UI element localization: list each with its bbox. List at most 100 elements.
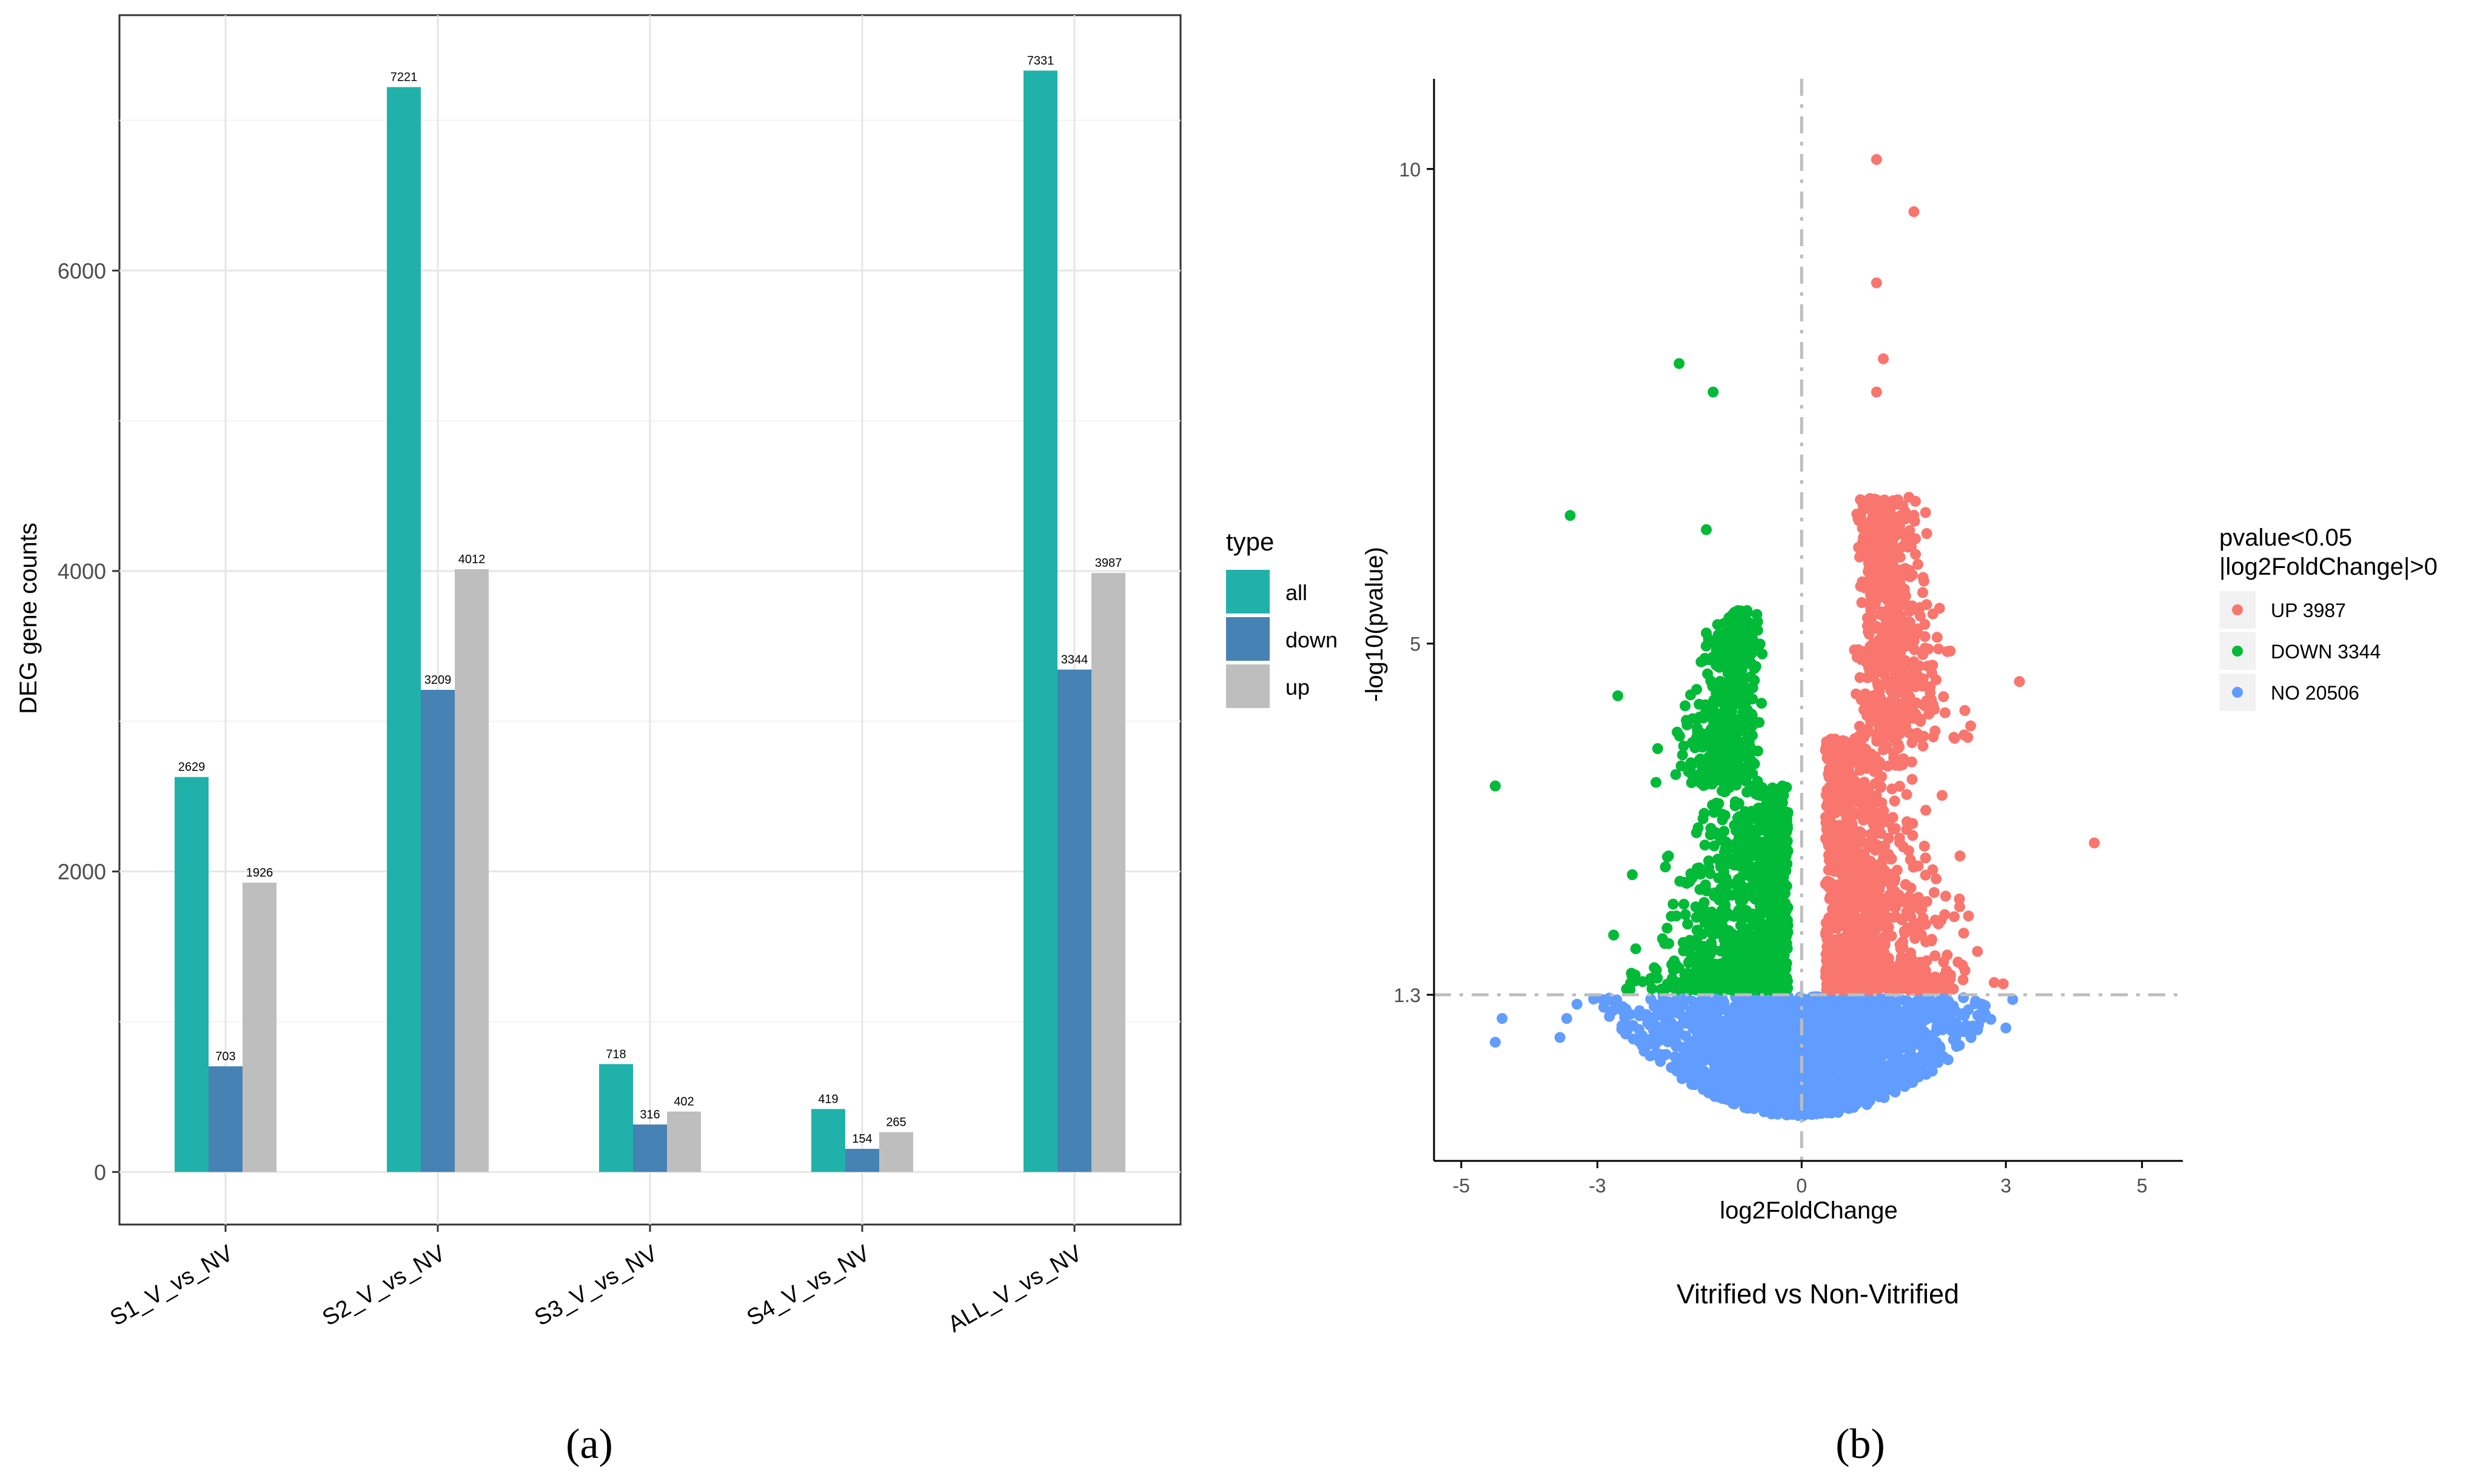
point-up	[1863, 629, 1875, 640]
point-up	[1863, 651, 1875, 663]
point-no	[1708, 1008, 1720, 1019]
point-no	[1748, 1003, 1760, 1015]
point-up	[1848, 781, 1860, 793]
point-up	[1931, 632, 1943, 643]
point-no	[1571, 998, 1583, 1010]
point-up	[1918, 575, 1929, 587]
point-up	[1888, 912, 1899, 923]
bar-value-label: 7331	[1027, 54, 1054, 67]
point-no	[1763, 1032, 1774, 1043]
point-up	[1889, 795, 1900, 807]
point-no	[1963, 1024, 1975, 1035]
point-up	[1905, 854, 1916, 866]
point-no	[1726, 1069, 1738, 1080]
point-down	[1678, 945, 1689, 957]
bar-value-label: 718	[606, 1048, 626, 1061]
point-no	[1819, 1049, 1831, 1060]
point-up	[1997, 978, 2009, 989]
point-no	[1601, 995, 1612, 1006]
point-up	[1883, 607, 1894, 618]
point-up	[1936, 790, 1948, 801]
point-no	[1906, 1021, 1918, 1032]
point-down	[1630, 943, 1641, 955]
bar-value-label: 3987	[1095, 556, 1122, 570]
point-no	[1721, 1032, 1732, 1043]
point-no	[1772, 997, 1784, 1008]
point-no	[1623, 1023, 1634, 1035]
point-up	[1963, 911, 1974, 921]
point-no	[1907, 1077, 1918, 1088]
point-no	[1892, 1057, 1903, 1069]
point-no	[2000, 1022, 2012, 1034]
point-no	[1634, 1010, 1645, 1021]
point-up	[1962, 732, 1974, 743]
point-no	[1864, 1007, 1875, 1018]
point-up	[1886, 556, 1897, 567]
point-up	[1883, 832, 1894, 844]
point-up	[1959, 964, 1971, 976]
point-no	[1823, 1023, 1834, 1034]
bar-value-label: 316	[640, 1108, 660, 1121]
bar-x-tick-label: S2_V_vs_NV	[318, 1240, 450, 1331]
point-up	[1863, 726, 1874, 737]
point-no	[1770, 1086, 1781, 1098]
point-no	[1818, 1088, 1830, 1100]
point-up	[1859, 912, 1871, 923]
bar-chart-panel: 2629722171841973317033209316154334419264…	[15, 14, 1338, 1468]
point-up	[1888, 748, 1900, 759]
point-no	[1654, 1021, 1666, 1033]
point-up	[1928, 887, 1940, 898]
point-no	[1877, 1014, 1888, 1025]
point-up	[1868, 923, 1880, 935]
point-up	[1954, 894, 1965, 904]
point-up	[1942, 646, 1953, 657]
point-up	[1909, 707, 1920, 719]
point-no	[1789, 1009, 1801, 1020]
point-no	[1825, 1005, 1837, 1017]
point-up	[1821, 876, 1833, 887]
bar-up-S1_V_vs_NV	[243, 882, 276, 1172]
bar-x-tick-label: S3_V_vs_NV	[531, 1240, 662, 1331]
point-up	[1900, 695, 1911, 707]
point-up	[1852, 836, 1863, 847]
point-no	[1755, 1051, 1766, 1062]
point-up	[1872, 905, 1883, 917]
point-up	[1902, 924, 1914, 935]
bar-y-tick-label: 6000	[58, 258, 106, 283]
point-up	[1844, 950, 1855, 961]
point-up	[1821, 941, 1833, 952]
point-up	[1918, 840, 1930, 852]
point-no	[1764, 1074, 1775, 1085]
point-no	[1660, 1049, 1672, 1060]
point-up	[1855, 740, 1867, 752]
point-up	[1909, 515, 1920, 527]
bar-value-label: 7221	[390, 71, 418, 84]
bar-value-labels: 2629722171841973317033209316154334419264…	[178, 54, 1122, 1146]
point-up	[1906, 774, 1918, 785]
point-up	[1917, 699, 1929, 710]
point-up	[1919, 631, 1931, 643]
point-no	[1735, 1000, 1746, 1011]
point-up	[1869, 952, 1881, 963]
point-up	[1883, 578, 1894, 589]
point-no	[1784, 1054, 1795, 1066]
point-no	[1889, 1068, 1901, 1079]
point-up	[1868, 830, 1879, 841]
point-up	[1851, 688, 1862, 700]
point-up	[1877, 940, 1889, 952]
point-up	[1858, 872, 1869, 883]
point-no	[1885, 1023, 1896, 1035]
bar-x-axis: S1_V_vs_NV S2_V_vs_NV S3_V_vs_NV S4_V_vs_NV…	[106, 1225, 1087, 1337]
point-no	[1811, 1108, 1823, 1119]
point-up	[1957, 974, 1969, 986]
point-up	[1934, 603, 1945, 614]
point-no	[1928, 1012, 1940, 1024]
bar-y-tick-label: 0	[94, 1160, 106, 1185]
point-up	[1938, 956, 1949, 968]
point-no	[1644, 1020, 1655, 1031]
point-up	[1896, 666, 1907, 678]
point-up	[1831, 888, 1842, 900]
point-up	[1903, 629, 1915, 640]
point-up	[1959, 705, 1971, 716]
